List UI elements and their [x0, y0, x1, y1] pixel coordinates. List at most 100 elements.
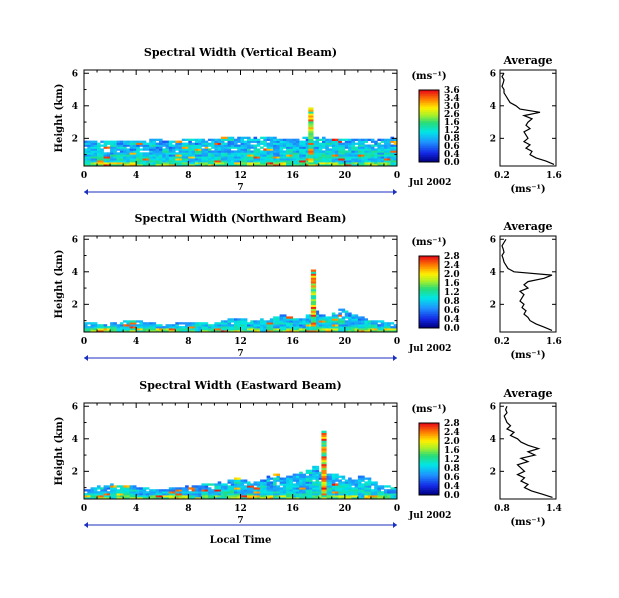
heatmap-cell: [100, 140, 104, 143]
heatmap-cell: [344, 324, 349, 327]
heatmap-cell: [191, 322, 196, 325]
heatmap-cell: [126, 324, 130, 327]
heatmap-cell: [123, 144, 127, 147]
heatmap-cell: [168, 154, 173, 157]
heatmap-cell: [387, 322, 391, 325]
heatmap-cell: [93, 164, 98, 167]
heatmap-cell: [338, 152, 342, 155]
heatmap-cell: [234, 146, 238, 149]
heatmap-cell: [185, 495, 189, 498]
heatmap-cell: [299, 146, 303, 149]
heatmap-cell: [191, 328, 196, 331]
heatmap-cell: [217, 146, 222, 149]
heatmap-cell: [263, 148, 267, 151]
colorbar-swatch: [419, 441, 439, 444]
heatmap-cell: [110, 160, 114, 163]
heatmap-cell: [165, 150, 170, 153]
heatmap-cell: [361, 326, 365, 329]
heatmap-cell: [106, 154, 111, 157]
heatmap-cell: [292, 326, 297, 329]
heatmap-cell: [309, 320, 313, 323]
heatmap-cell: [374, 152, 378, 155]
heatmap-cell: [387, 138, 391, 141]
heatmap-cell: [116, 485, 121, 488]
heatmap-cell: [321, 467, 327, 471]
heatmap-cell: [357, 491, 362, 494]
heatmap-cell: [377, 146, 381, 149]
heatmap-cell: [318, 320, 323, 323]
heatmap-cell: [367, 320, 372, 323]
heatmap-cell: [322, 314, 326, 317]
heatmap-cell: [370, 140, 375, 143]
heatmap-cell: [136, 150, 140, 153]
heatmap-cell: [149, 158, 153, 161]
heatmap-cell: [152, 495, 157, 498]
heatmap-cell: [299, 493, 303, 496]
heatmap-cell: [129, 485, 134, 488]
heatmap-cell: [321, 444, 327, 447]
heatmap-cell: [253, 144, 258, 147]
heatmap-cell: [309, 493, 313, 496]
heatmap-cell: [243, 479, 248, 482]
heatmap-cell: [149, 156, 153, 159]
heatmap-cell: [292, 479, 297, 482]
heatmap-cell: [116, 158, 121, 161]
heatmap-cell: [384, 150, 388, 153]
heatmap-cell: [354, 162, 359, 165]
heatmap-cell: [341, 324, 346, 327]
heatmap-cell: [351, 314, 355, 317]
heatmap-cell: [266, 328, 271, 331]
heatmap-cell: [310, 285, 317, 288]
heatmap-cell: [387, 154, 391, 157]
heatmap-cell: [142, 152, 147, 155]
heatmap-cell: [240, 324, 245, 327]
heatmap-cell: [367, 483, 372, 486]
heatmap-cell: [106, 328, 111, 331]
heatmap-cell: [374, 140, 378, 143]
heatmap-cell: [103, 328, 108, 331]
heatmap-cell: [256, 162, 261, 165]
heatmap-cell: [357, 154, 362, 157]
heatmap-cell: [308, 148, 314, 151]
heatmap-cell: [224, 491, 228, 494]
heatmap-cell: [321, 465, 327, 469]
heatmap-cell: [308, 140, 314, 143]
heatmap-cell: [338, 481, 342, 484]
heatmap-cell: [97, 326, 101, 329]
heatmap-cell: [308, 123, 314, 126]
heatmap-cell: [292, 138, 297, 141]
heatmap-cell: [325, 322, 329, 325]
heatmap-cell: [136, 493, 140, 496]
colorbar-swatch: [419, 302, 439, 305]
heatmap-cell: [240, 138, 245, 141]
heatmap-cell: [201, 152, 205, 155]
heatmap-cell: [286, 324, 290, 327]
heatmap-cell: [299, 489, 303, 492]
heatmap-cell: [364, 326, 368, 329]
heatmap-cell: [181, 322, 186, 325]
heatmap-cell: [224, 146, 228, 149]
heatmap-cell: [377, 156, 381, 159]
heatmap-cell: [292, 146, 297, 149]
heatmap-cell: [321, 461, 327, 465]
heatmap-cell: [237, 489, 241, 492]
heatmap-cell: [390, 495, 395, 498]
heatmap-cell: [341, 138, 346, 141]
heatmap-cell: [328, 326, 333, 329]
colorbar-swatch: [419, 286, 439, 289]
heatmap-cell: [87, 156, 91, 159]
heatmap-cell: [282, 328, 287, 331]
heatmap-cell: [344, 322, 349, 325]
heatmap-cell: [299, 483, 303, 486]
heatmap-cell: [90, 487, 95, 490]
heatmap-cell: [282, 495, 287, 498]
heatmap-cell: [168, 324, 173, 327]
colorbar-swatch: [419, 459, 439, 462]
heatmap-cell: [348, 152, 352, 155]
heatmap-cell: [214, 487, 218, 490]
heatmap-cell: [367, 487, 372, 490]
heatmap-cell: [260, 489, 264, 492]
heatmap-cell: [266, 324, 271, 327]
heatmap-cell: [201, 160, 205, 163]
heatmap-cell: [256, 154, 261, 157]
